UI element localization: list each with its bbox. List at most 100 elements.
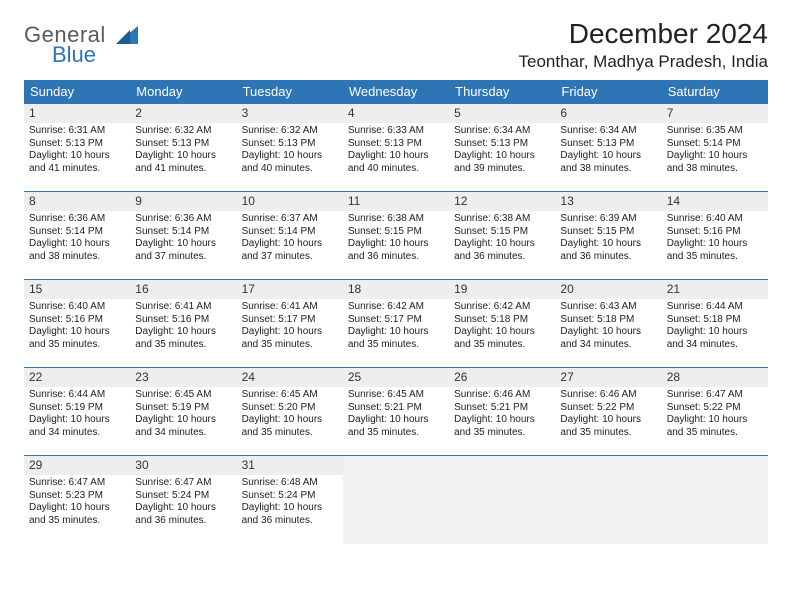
calendar-day-cell: 11Sunrise: 6:38 AMSunset: 5:15 PMDayligh… bbox=[343, 192, 449, 280]
weekday-header: Sunday bbox=[24, 80, 130, 104]
sunrise-text: Sunrise: 6:41 AM bbox=[135, 301, 231, 314]
daylight-text: Daylight: 10 hours and 35 minutes. bbox=[454, 414, 550, 439]
day-number: 27 bbox=[555, 368, 661, 387]
day-number: 24 bbox=[237, 368, 343, 387]
sunrise-text: Sunrise: 6:45 AM bbox=[348, 389, 444, 402]
calendar-day-cell: 8Sunrise: 6:36 AMSunset: 5:14 PMDaylight… bbox=[24, 192, 130, 280]
daylight-text: Daylight: 10 hours and 39 minutes. bbox=[454, 150, 550, 175]
calendar-header-row: SundayMondayTuesdayWednesdayThursdayFrid… bbox=[24, 80, 768, 104]
sunset-text: Sunset: 5:19 PM bbox=[29, 402, 125, 415]
day-number: 29 bbox=[24, 456, 130, 475]
sunrise-text: Sunrise: 6:39 AM bbox=[560, 213, 656, 226]
day-number: 5 bbox=[449, 104, 555, 123]
day-number: 1 bbox=[24, 104, 130, 123]
sunrise-text: Sunrise: 6:45 AM bbox=[135, 389, 231, 402]
calendar-day-cell: 3Sunrise: 6:32 AMSunset: 5:13 PMDaylight… bbox=[237, 104, 343, 192]
daylight-text: Daylight: 10 hours and 35 minutes. bbox=[667, 238, 763, 263]
sunrise-text: Sunrise: 6:34 AM bbox=[560, 125, 656, 138]
sunset-text: Sunset: 5:15 PM bbox=[560, 226, 656, 239]
sunset-text: Sunset: 5:24 PM bbox=[242, 490, 338, 503]
calendar-day-cell: 28Sunrise: 6:47 AMSunset: 5:22 PMDayligh… bbox=[662, 368, 768, 456]
sunrise-text: Sunrise: 6:42 AM bbox=[454, 301, 550, 314]
daylight-text: Daylight: 10 hours and 38 minutes. bbox=[29, 238, 125, 263]
daylight-text: Daylight: 10 hours and 36 minutes. bbox=[560, 238, 656, 263]
day-number: 7 bbox=[662, 104, 768, 123]
sunset-text: Sunset: 5:15 PM bbox=[454, 226, 550, 239]
calendar-day-cell: 13 Sunrise: 6:39 AMSunset: 5:15 PMDayligh… bbox=[555, 192, 661, 280]
calendar-day-cell: 31Sunrise: 6:48 AMSunset: 5:24 PMDayligh… bbox=[237, 456, 343, 544]
daylight-text: Daylight: 10 hours and 34 minutes. bbox=[560, 326, 656, 351]
sunrise-text: Sunrise: 6:38 AM bbox=[348, 213, 444, 226]
location-subtitle: Teonthar, Madhya Pradesh, India bbox=[519, 52, 769, 72]
weekday-header: Tuesday bbox=[237, 80, 343, 104]
daylight-text: Daylight: 10 hours and 38 minutes. bbox=[560, 150, 656, 175]
sunset-text: Sunset: 5:21 PM bbox=[454, 402, 550, 415]
sunset-text: Sunset: 5:13 PM bbox=[29, 138, 125, 151]
daylight-text: Daylight: 10 hours and 36 minutes. bbox=[348, 238, 444, 263]
calendar-day-cell: 9Sunrise: 6:36 AMSunset: 5:14 PMDaylight… bbox=[130, 192, 236, 280]
calendar-empty-cell bbox=[662, 456, 768, 544]
sunset-text: Sunset: 5:13 PM bbox=[348, 138, 444, 151]
calendar-day-cell: 12 Sunrise: 6:38 AMSunset: 5:15 PMDayligh… bbox=[449, 192, 555, 280]
sunset-text: Sunset: 5:23 PM bbox=[29, 490, 125, 503]
calendar-day-cell: 19Sunrise: 6:42 AMSunset: 5:18 PMDayligh… bbox=[449, 280, 555, 368]
calendar-day-cell: 16Sunrise: 6:41 AMSunset: 5:16 PMDayligh… bbox=[130, 280, 236, 368]
sunset-text: Sunset: 5:13 PM bbox=[560, 138, 656, 151]
daylight-text: Daylight: 10 hours and 36 minutes. bbox=[135, 502, 231, 527]
calendar-day-cell: 18Sunrise: 6:42 AMSunset: 5:17 PMDayligh… bbox=[343, 280, 449, 368]
sunset-text: Sunset: 5:14 PM bbox=[242, 226, 338, 239]
calendar-day-cell: 26Sunrise: 6:46 AMSunset: 5:21 PMDayligh… bbox=[449, 368, 555, 456]
day-number: 6 bbox=[555, 104, 661, 123]
weekday-header: Saturday bbox=[662, 80, 768, 104]
day-number: 12 bbox=[449, 192, 555, 211]
sunset-text: Sunset: 5:14 PM bbox=[29, 226, 125, 239]
sunrise-text: Sunrise: 6:45 AM bbox=[242, 389, 338, 402]
sunrise-text: Sunrise: 6:48 AM bbox=[242, 477, 338, 490]
weekday-header: Monday bbox=[130, 80, 236, 104]
sunrise-text: Sunrise: 6:33 AM bbox=[348, 125, 444, 138]
day-number: 3 bbox=[237, 104, 343, 123]
sunrise-text: Sunrise: 6:40 AM bbox=[29, 301, 125, 314]
calendar-day-cell: 15Sunrise: 6:40 AMSunset: 5:16 PMDayligh… bbox=[24, 280, 130, 368]
daylight-text: Daylight: 10 hours and 40 minutes. bbox=[242, 150, 338, 175]
sunset-text: Sunset: 5:17 PM bbox=[242, 314, 338, 327]
calendar-day-cell: 5Sunrise: 6:34 AMSunset: 5:13 PMDaylight… bbox=[449, 104, 555, 192]
sunrise-text: Sunrise: 6:38 AM bbox=[454, 213, 550, 226]
day-number: 2 bbox=[130, 104, 236, 123]
sunset-text: Sunset: 5:13 PM bbox=[454, 138, 550, 151]
day-number: 22 bbox=[24, 368, 130, 387]
calendar-day-cell: 29Sunrise: 6:47 AMSunset: 5:23 PMDayligh… bbox=[24, 456, 130, 544]
sunset-text: Sunset: 5:16 PM bbox=[135, 314, 231, 327]
sunset-text: Sunset: 5:24 PM bbox=[135, 490, 231, 503]
sunrise-text: Sunrise: 6:47 AM bbox=[667, 389, 763, 402]
calendar-day-cell: 25Sunrise: 6:45 AMSunset: 5:21 PMDayligh… bbox=[343, 368, 449, 456]
daylight-text: Daylight: 10 hours and 36 minutes. bbox=[454, 238, 550, 263]
month-title: December 2024 bbox=[519, 18, 769, 50]
sunrise-text: Sunrise: 6:46 AM bbox=[560, 389, 656, 402]
calendar-empty-cell bbox=[555, 456, 661, 544]
calendar-day-cell: 27Sunrise: 6:46 AMSunset: 5:22 PMDayligh… bbox=[555, 368, 661, 456]
sunset-text: Sunset: 5:14 PM bbox=[135, 226, 231, 239]
sunset-text: Sunset: 5:22 PM bbox=[560, 402, 656, 415]
sunset-text: Sunset: 5:17 PM bbox=[348, 314, 444, 327]
sunrise-text: Sunrise: 6:42 AM bbox=[348, 301, 444, 314]
logo-sail-icon bbox=[116, 26, 138, 44]
sunrise-text: Sunrise: 6:47 AM bbox=[29, 477, 125, 490]
sunrise-text: Sunrise: 6:47 AM bbox=[135, 477, 231, 490]
day-number: 4 bbox=[343, 104, 449, 123]
sunrise-text: Sunrise: 6:36 AM bbox=[29, 213, 125, 226]
daylight-text: Daylight: 10 hours and 40 minutes. bbox=[348, 150, 444, 175]
sunrise-text: Sunrise: 6:44 AM bbox=[667, 301, 763, 314]
day-number: 25 bbox=[343, 368, 449, 387]
calendar-day-cell: 2Sunrise: 6:32 AMSunset: 5:13 PMDaylight… bbox=[130, 104, 236, 192]
sunrise-text: Sunrise: 6:46 AM bbox=[454, 389, 550, 402]
calendar-day-cell: 17Sunrise: 6:41 AMSunset: 5:17 PMDayligh… bbox=[237, 280, 343, 368]
sunset-text: Sunset: 5:15 PM bbox=[348, 226, 444, 239]
calendar-day-cell: 7Sunrise: 6:35 AMSunset: 5:14 PMDaylight… bbox=[662, 104, 768, 192]
sunrise-text: Sunrise: 6:40 AM bbox=[667, 213, 763, 226]
sunset-text: Sunset: 5:16 PM bbox=[29, 314, 125, 327]
day-number: 16 bbox=[130, 280, 236, 299]
calendar-day-cell: 21Sunrise: 6:44 AMSunset: 5:18 PMDayligh… bbox=[662, 280, 768, 368]
daylight-text: Daylight: 10 hours and 36 minutes. bbox=[242, 502, 338, 527]
day-number: 13 bbox=[555, 192, 661, 211]
